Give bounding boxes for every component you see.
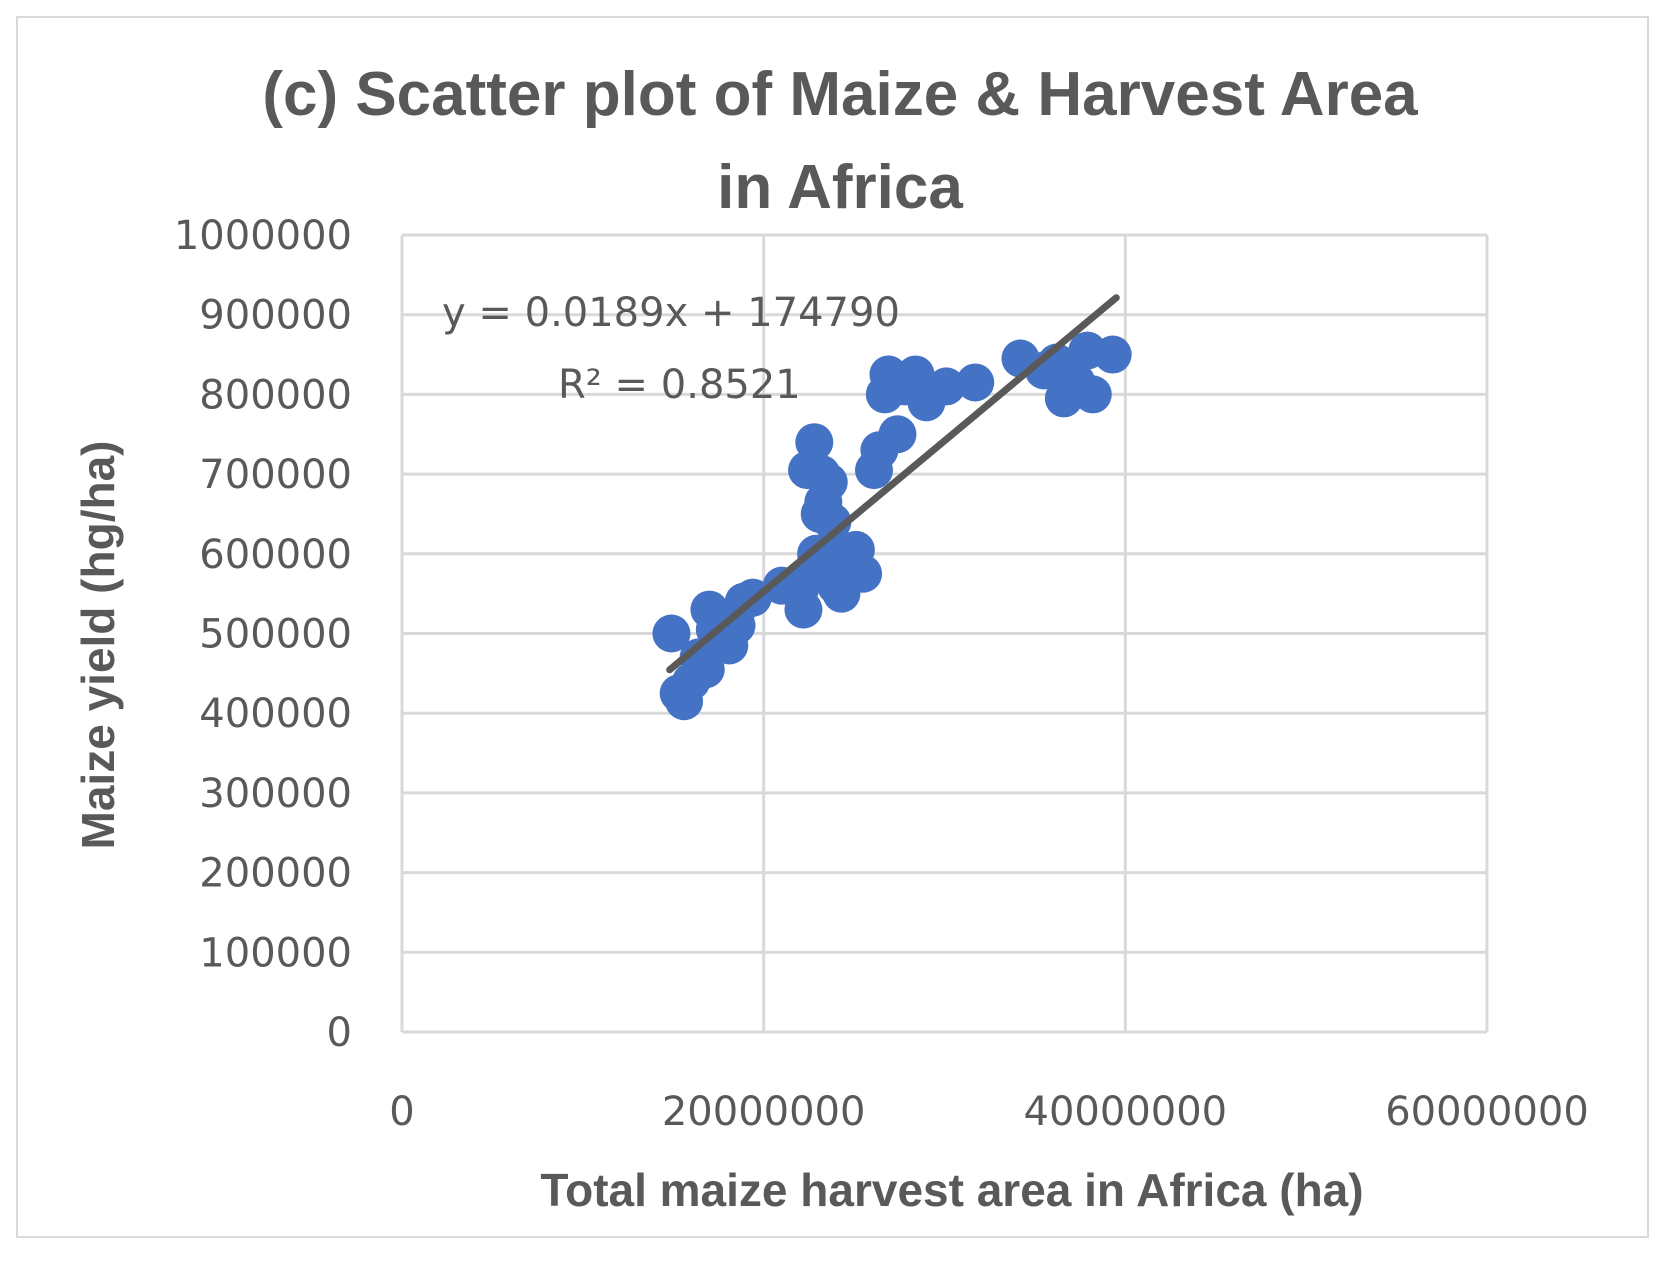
y-tick-label: 1000000 <box>174 213 352 259</box>
data-point <box>844 554 883 593</box>
data-point <box>813 502 852 541</box>
y-tick-label: 300000 <box>199 771 352 817</box>
data-point <box>784 590 823 629</box>
data-point <box>652 614 691 653</box>
x-axis-tick-labels: 0 20000000 40000000 60000000 <box>389 1089 1589 1135</box>
y-tick-label: 500000 <box>199 612 352 658</box>
x-tick-label: 20000000 <box>662 1089 866 1135</box>
data-point <box>956 363 995 402</box>
trendline-equation: y = 0.0189x + 174790 <box>442 290 900 336</box>
data-point <box>927 367 966 406</box>
x-axis-title: Total maize harvest area in Africa (ha) <box>540 1164 1363 1216</box>
data-point <box>1093 335 1132 374</box>
trendline-r-squared: R² = 0.8521 <box>558 362 801 408</box>
data-point <box>686 650 725 689</box>
data-points <box>652 331 1132 721</box>
y-tick-label: 400000 <box>199 691 352 737</box>
y-tick-label: 100000 <box>199 930 352 976</box>
chart-frame <box>16 16 1649 1238</box>
chart-title-line-2: in Africa <box>717 153 963 222</box>
y-axis-tick-labels: 0 100000 200000 300000 400000 500000 600000 700… <box>174 213 352 1056</box>
gridlines <box>400 233 1489 1034</box>
y-tick-label: 900000 <box>199 293 352 339</box>
trendline <box>666 294 1120 674</box>
y-tick-label: 600000 <box>199 532 352 578</box>
data-point <box>1073 375 1112 414</box>
y-tick-label: 0 <box>327 1010 352 1056</box>
x-tick-label: 60000000 <box>1385 1089 1589 1135</box>
x-tick-label: 40000000 <box>1024 1089 1228 1135</box>
y-tick-label: 200000 <box>199 851 352 897</box>
chart-title-line-1: (c) Scatter plot of Maize & Harvest Area <box>262 60 1418 129</box>
y-axis-title: Maize yield (hg/ha) <box>72 441 124 850</box>
data-point <box>795 423 834 462</box>
y-tick-label: 800000 <box>199 372 352 418</box>
x-tick-label: 0 <box>389 1089 414 1135</box>
data-point <box>878 415 917 454</box>
y-tick-label: 700000 <box>199 452 352 498</box>
